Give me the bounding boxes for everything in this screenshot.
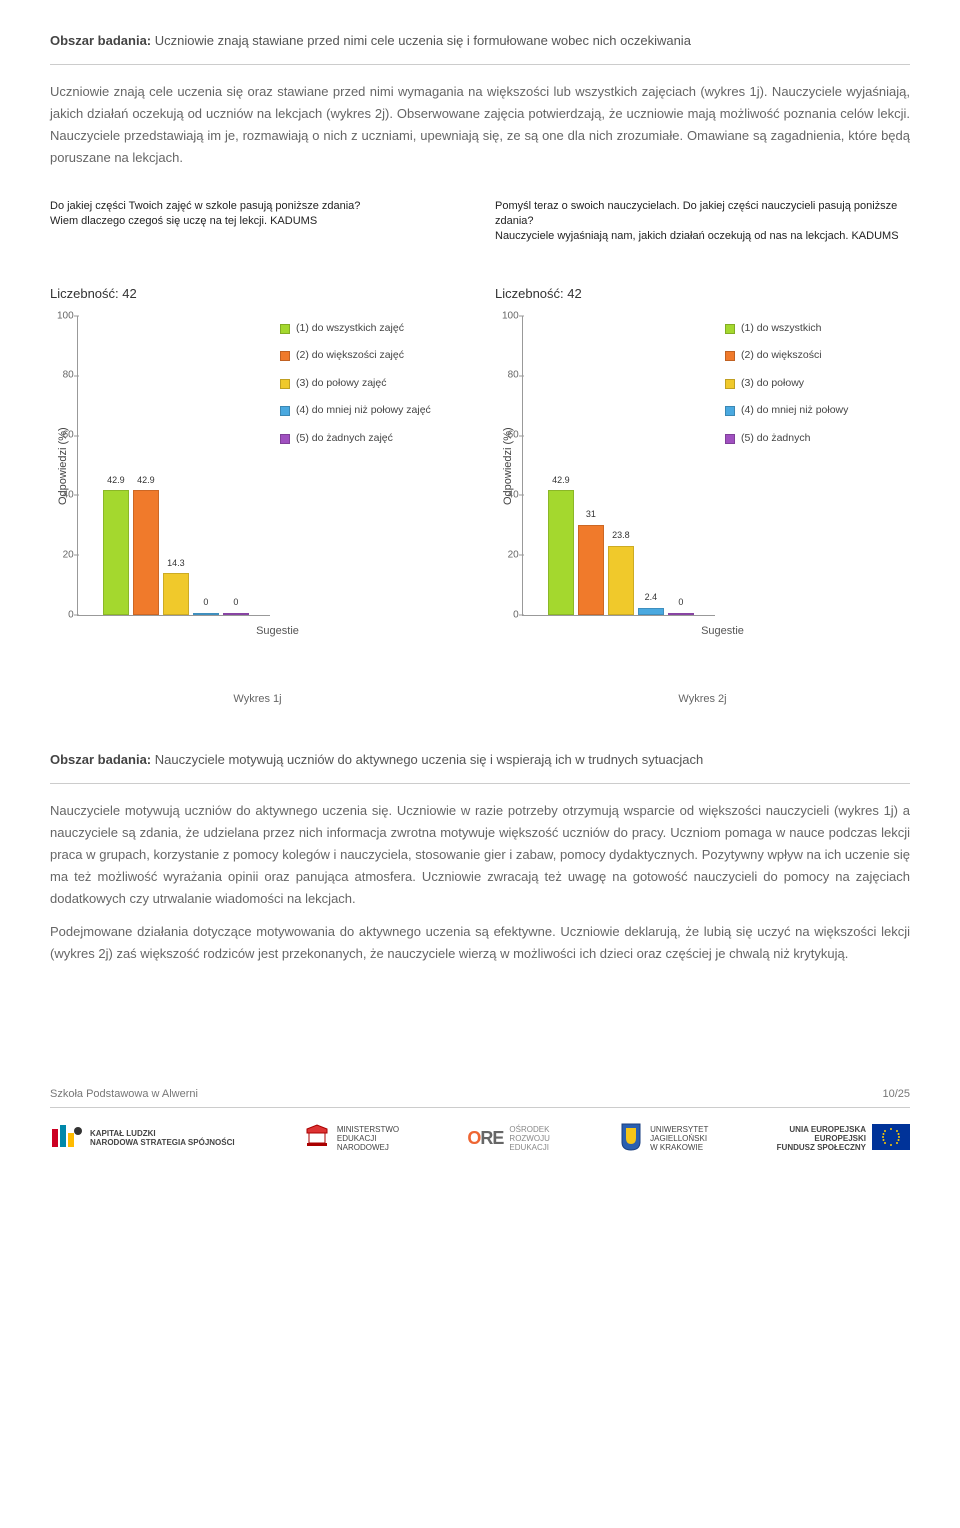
chart-caption-row: Wykres 1j Wykres 2j	[50, 690, 910, 709]
section1-label: Obszar badania:	[50, 33, 151, 48]
chart1: Do jakiej części Twoich zajęć w szkole p…	[50, 199, 465, 640]
chart-bar: 42.9	[547, 473, 575, 615]
legend-item: (2) do większości zajęć	[280, 349, 465, 363]
footer-rule	[50, 1107, 910, 1108]
section2-body2: Podejmowane działania dotyczące motywowa…	[50, 921, 910, 965]
chart2-xlabel: Sugestie	[535, 622, 910, 641]
logo-kapital-text: KAPITAŁ LUDZKI NARODOWA STRATEGIA SPÓJNO…	[90, 1129, 235, 1147]
legend-item: (2) do większości	[725, 349, 910, 363]
chart1-legend: (1) do wszystkich zajęć (2) do większości…	[280, 316, 465, 616]
chart-bar: 23.8	[607, 528, 635, 614]
legend-item: (4) do mniej niż połowy	[725, 404, 910, 418]
chart2-plot: Odpowiedzi (%) 020406080100 42.93123.82.…	[495, 316, 715, 616]
page-footer: Szkoła Podstawowa w Alwerni 10/25 KAPITA…	[50, 1085, 910, 1155]
chart1-xlabel: Sugestie	[90, 622, 465, 641]
section2-body1: Nauczyciele motywują uczniów do aktywneg…	[50, 800, 910, 910]
logo-uj: UNIWERSYTET JAGIELLOŃSKI W KRAKOWIE	[618, 1122, 708, 1154]
logo-uj-text: UNIWERSYTET JAGIELLOŃSKI W KRAKOWIE	[650, 1125, 708, 1153]
section1-body: Uczniowie znają cele uczenia się oraz st…	[50, 81, 910, 169]
chart-bar: 0	[222, 595, 250, 614]
chart1-plot: Odpowiedzi (%) 020406080100 42.942.914.3…	[50, 316, 270, 616]
section2-label: Obszar badania:	[50, 752, 151, 767]
footer-logos: KAPITAŁ LUDZKI NARODOWA STRATEGIA SPÓJNO…	[50, 1122, 910, 1154]
section-rule-2	[50, 783, 910, 784]
chart-bar: 14.3	[162, 556, 190, 615]
legend-item: (4) do mniej niż połowy zajęć	[280, 404, 465, 418]
logo-ue-text: UNIA EUROPEJSKA EUROPEJSKI FUNDUSZ SPOŁE…	[777, 1125, 866, 1153]
logo-ore: ORE OŚRODEK ROZWOJU EDUKACJI	[467, 1125, 549, 1153]
logo-kapital-ludzki: KAPITAŁ LUDZKI NARODOWA STRATEGIA SPÓJNO…	[50, 1123, 235, 1153]
chart2: Pomyśl teraz o swoich nauczycielach. Do …	[495, 199, 910, 640]
footer-page: 10/25	[882, 1085, 910, 1104]
chart2-legend: (1) do wszystkich (2) do większości (3) do…	[725, 316, 910, 616]
uj-icon	[618, 1122, 644, 1154]
legend-item: (3) do połowy zajęć	[280, 377, 465, 391]
legend-item: (3) do połowy	[725, 377, 910, 391]
logo-men: MINISTERSTWO EDUKACJI NARODOWEJ	[303, 1123, 399, 1153]
charts-row: Do jakiej części Twoich zajęć w szkole p…	[50, 199, 910, 640]
section2-title: Nauczyciele motywują uczniów do aktywneg…	[155, 752, 703, 767]
footer-school: Szkoła Podstawowa w Alwerni	[50, 1085, 198, 1104]
chart1-question: Do jakiej części Twoich zajęć w szkole p…	[50, 199, 465, 269]
chart1-caption: Wykres 1j	[50, 690, 465, 709]
chart2-question: Pomyśl teraz o swoich nauczycielach. Do …	[495, 199, 910, 269]
section1-title: Uczniowie znają stawiane przed nimi cele…	[155, 33, 691, 48]
legend-item: (5) do żadnych zajęć	[280, 432, 465, 446]
chart1-count: Liczebność: 42	[50, 283, 465, 305]
legend-item: (1) do wszystkich	[725, 322, 910, 336]
men-icon	[303, 1123, 331, 1153]
section2-heading: Obszar badania: Nauczyciele motywują ucz…	[50, 749, 910, 771]
kapital-icon	[50, 1123, 84, 1153]
legend-item: (1) do wszystkich zajęć	[280, 322, 465, 336]
logo-ue: UNIA EUROPEJSKA EUROPEJSKI FUNDUSZ SPOŁE…	[777, 1124, 910, 1152]
logo-men-text: MINISTERSTWO EDUKACJI NARODOWEJ	[337, 1125, 399, 1153]
ore-icon: ORE	[467, 1128, 503, 1149]
section1-heading: Obszar badania: Uczniowie znają stawiane…	[50, 30, 910, 52]
logo-ore-text: OŚRODEK ROZWOJU EDUKACJI	[509, 1125, 549, 1153]
legend-item: (5) do żadnych	[725, 432, 910, 446]
section-rule	[50, 64, 910, 65]
chart-bar: 2.4	[637, 590, 665, 614]
chart-bar: 31	[577, 507, 605, 614]
chart2-caption: Wykres 2j	[495, 690, 910, 709]
chart2-count: Liczebność: 42	[495, 283, 910, 305]
eu-flag-icon	[872, 1124, 910, 1152]
chart-bar: 0	[192, 595, 220, 614]
chart-bar: 0	[667, 595, 695, 614]
chart-bar: 42.9	[132, 473, 160, 615]
chart-bar: 42.9	[102, 473, 130, 615]
